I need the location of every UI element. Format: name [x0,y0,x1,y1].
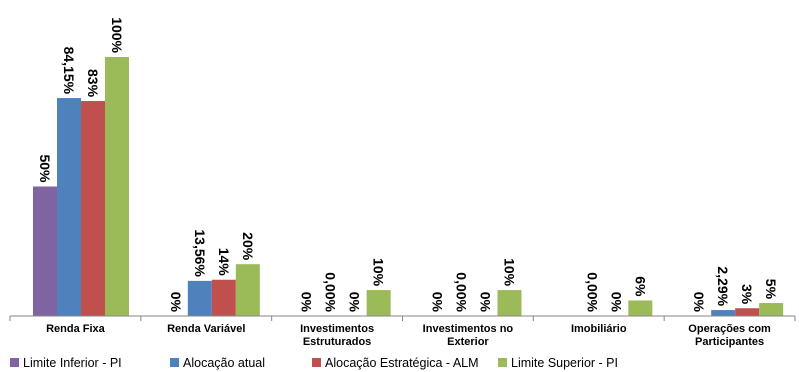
data-label: 0% [347,292,363,313]
data-label: 0% [608,292,624,313]
bar [211,279,236,316]
data-label: 83% [85,69,101,98]
bar [33,186,57,316]
bar [759,303,784,316]
data-label: 20% [240,232,256,261]
data-label: 0% [430,292,446,313]
category-label: Imobiliário [571,323,627,335]
x-axis-ticks [9,316,796,321]
legend: Limite Inferior - PI Alocação atual Alocaç… [10,356,618,370]
legend-item: Alocação Estratégica - ALM [312,356,479,370]
legend-item: Alocação atual [170,356,265,370]
category-labels: Renda Fixa Renda Variável InvestimentosEst… [46,323,771,348]
data-label: 0% [478,292,494,313]
legend-label: Alocação Estratégica - ALM [325,356,479,370]
data-label: 0% [691,292,707,313]
bar [81,101,105,316]
category-label: Exterior [447,336,489,348]
bar [735,308,760,316]
category-label: Investimentos [300,323,374,335]
category-label: Renda Fixa [46,323,106,335]
legend-label: Limite Inferior - PI [23,356,122,370]
data-label: 13,56% [192,229,208,277]
data-label: 0% [168,292,184,313]
data-label: 2,29% [715,266,731,306]
value-labels-layer: 50% 84,15% 83% 100% 0% 13,56% 14% 20% 0% 0,00% 0% 1… [37,17,779,312]
data-label: 0,00% [323,272,339,312]
category-label: Estruturados [303,336,371,348]
legend-item: Limite Superior - PI [498,356,618,370]
legend-label: Limite Superior - PI [511,356,618,370]
data-label: 14% [216,248,232,277]
category-label: Investimentos no [423,323,514,335]
data-label: 50% [37,154,53,183]
legend-item: Limite Inferior - PI [10,356,122,370]
legend-swatch [312,358,321,367]
data-label: 0,00% [454,272,470,312]
data-label: 0,00% [584,272,600,312]
data-label: 6% [632,276,648,297]
bar [628,300,653,316]
bar [366,290,391,316]
bar [187,280,212,316]
bar [235,264,260,316]
legend-swatch [498,358,507,367]
data-label: 10% [502,258,518,287]
category-label: Participantes [695,336,764,348]
legend-swatch [10,358,19,367]
data-label: 100% [109,17,125,53]
category-label: Operações com [688,323,771,335]
bar [497,290,522,316]
category-label: Renda Variável [167,323,245,335]
data-label: 5% [763,279,779,300]
data-label: 0% [299,292,315,313]
data-label: 3% [739,284,755,305]
legend-swatch [170,358,179,367]
bars-layer [33,57,784,316]
bar [711,310,736,316]
bar [57,98,81,316]
legend-label: Alocação atual [183,356,265,370]
data-label: 84,15% [61,47,77,95]
bar [105,57,129,316]
data-label: 10% [371,258,387,287]
